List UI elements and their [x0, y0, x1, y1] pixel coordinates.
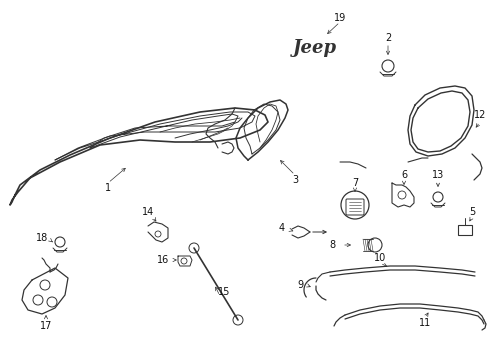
- Text: 13: 13: [431, 170, 443, 180]
- Text: 1: 1: [105, 183, 111, 193]
- Text: 3: 3: [291, 175, 298, 185]
- Text: 14: 14: [142, 207, 154, 217]
- Text: 16: 16: [157, 255, 169, 265]
- Text: 15: 15: [217, 287, 230, 297]
- Text: 11: 11: [418, 318, 430, 328]
- Text: 18: 18: [36, 233, 48, 243]
- Text: Jeep: Jeep: [292, 39, 336, 57]
- Text: 12: 12: [473, 110, 485, 120]
- Text: 17: 17: [40, 321, 52, 331]
- Text: 5: 5: [468, 207, 474, 217]
- Text: 8: 8: [328, 240, 334, 250]
- Text: 6: 6: [400, 170, 406, 180]
- Text: 7: 7: [351, 178, 357, 188]
- Text: 2: 2: [384, 33, 390, 43]
- Text: 4: 4: [278, 223, 285, 233]
- Text: 9: 9: [296, 280, 303, 290]
- Text: 19: 19: [333, 13, 346, 23]
- Text: 10: 10: [373, 253, 386, 263]
- Bar: [457, 225, 471, 235]
